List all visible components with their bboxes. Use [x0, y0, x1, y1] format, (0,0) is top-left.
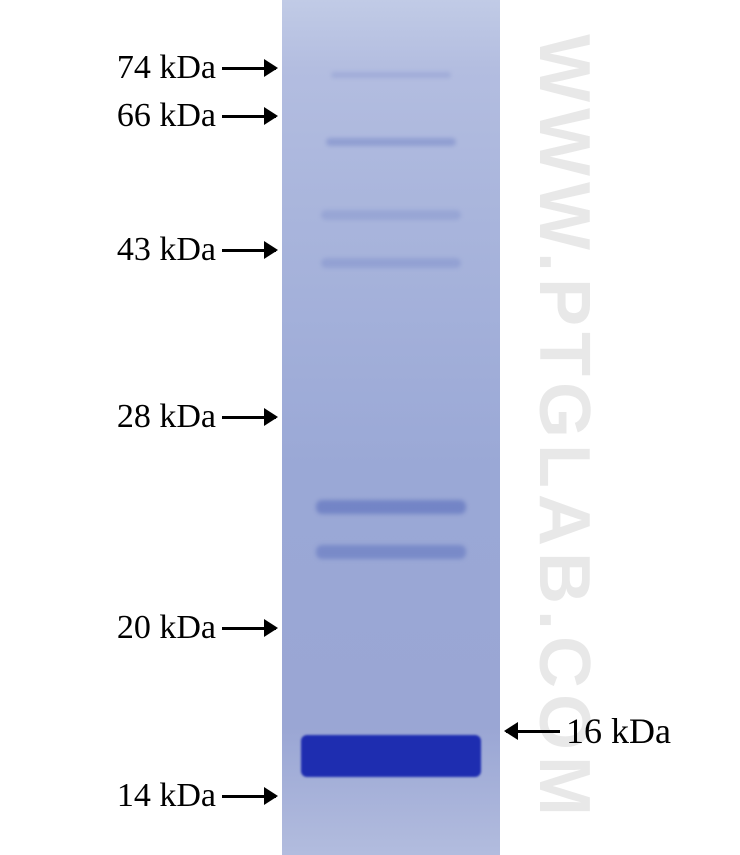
ladder-mark-0: 74 kDa [117, 49, 276, 87]
ladder-mark-label: 66 kDa [117, 97, 216, 135]
ladder-mark-label: 14 kDa [117, 777, 216, 815]
arrow-right-icon [222, 249, 276, 252]
ladder-mark-label: 20 kDa [117, 609, 216, 647]
arrow-right-icon [222, 67, 276, 70]
gel-band-faint-25b [316, 545, 466, 559]
callout-label: 16 kDa [566, 710, 671, 752]
gel-band-main-16 [301, 735, 481, 777]
gel-band-faint-74 [331, 72, 451, 78]
callout-right: 16 kDa [506, 710, 671, 752]
arrow-right-icon [222, 115, 276, 118]
ladder-mark-5: 14 kDa [117, 777, 276, 815]
arrow-left-icon [506, 730, 560, 733]
ladder-mark-label: 28 kDa [117, 398, 216, 436]
watermark: WWW.PTGLAB.COM [523, 34, 605, 822]
ladder-mark-label: 74 kDa [117, 49, 216, 87]
gel-lane-background [282, 0, 500, 855]
ladder-mark-3: 28 kDa [117, 398, 276, 436]
gel-band-faint-55 [321, 210, 461, 220]
gel-lane [282, 0, 500, 855]
gel-band-faint-25a [316, 500, 466, 514]
ladder-mark-2: 43 kDa [117, 231, 276, 269]
gel-band-faint-43 [321, 258, 461, 268]
arrow-right-icon [222, 795, 276, 798]
gel-band-faint-66 [326, 138, 456, 146]
ladder-mark-4: 20 kDa [117, 609, 276, 647]
ladder-mark-1: 66 kDa [117, 97, 276, 135]
arrow-right-icon [222, 627, 276, 630]
arrow-right-icon [222, 416, 276, 419]
ladder-mark-label: 43 kDa [117, 231, 216, 269]
watermark-text: WWW.PTGLAB.COM [524, 34, 604, 822]
